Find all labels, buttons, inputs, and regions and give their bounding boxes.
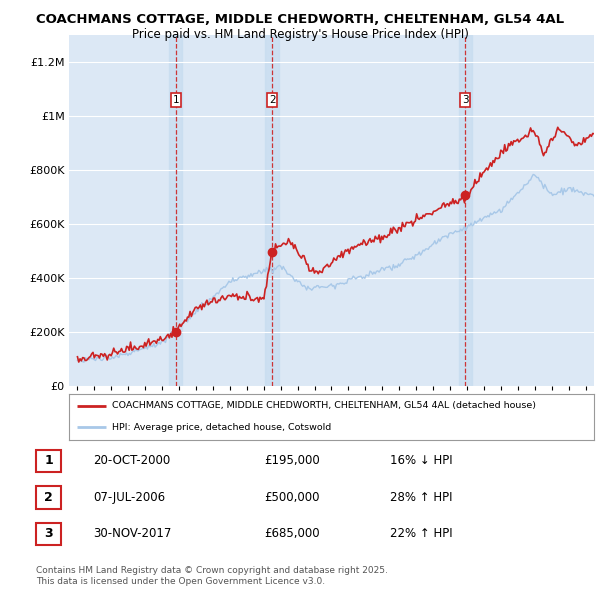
Text: £685,000: £685,000 xyxy=(264,527,320,540)
Text: 20-OCT-2000: 20-OCT-2000 xyxy=(93,454,170,467)
Text: HPI: Average price, detached house, Cotswold: HPI: Average price, detached house, Cots… xyxy=(112,422,331,432)
Text: 28% ↑ HPI: 28% ↑ HPI xyxy=(390,491,452,504)
Text: 1: 1 xyxy=(172,95,179,105)
Text: 07-JUL-2006: 07-JUL-2006 xyxy=(93,491,165,504)
Text: £195,000: £195,000 xyxy=(264,454,320,467)
Text: 1: 1 xyxy=(44,454,53,467)
Text: COACHMANS COTTAGE, MIDDLE CHEDWORTH, CHELTENHAM, GL54 4AL (detached house): COACHMANS COTTAGE, MIDDLE CHEDWORTH, CHE… xyxy=(112,401,536,411)
Text: 30-NOV-2017: 30-NOV-2017 xyxy=(93,527,172,540)
Text: £500,000: £500,000 xyxy=(264,491,320,504)
Text: 2: 2 xyxy=(44,491,53,504)
Text: 22% ↑ HPI: 22% ↑ HPI xyxy=(390,527,452,540)
Text: 16% ↓ HPI: 16% ↓ HPI xyxy=(390,454,452,467)
Text: COACHMANS COTTAGE, MIDDLE CHEDWORTH, CHELTENHAM, GL54 4AL: COACHMANS COTTAGE, MIDDLE CHEDWORTH, CHE… xyxy=(36,13,564,26)
Bar xyxy=(265,35,279,386)
Bar xyxy=(169,35,182,386)
Bar xyxy=(458,35,472,386)
Text: Price paid vs. HM Land Registry's House Price Index (HPI): Price paid vs. HM Land Registry's House … xyxy=(131,28,469,41)
Text: 3: 3 xyxy=(462,95,469,105)
Text: 2: 2 xyxy=(269,95,275,105)
Text: 3: 3 xyxy=(44,527,53,540)
Text: Contains HM Land Registry data © Crown copyright and database right 2025.
This d: Contains HM Land Registry data © Crown c… xyxy=(36,566,388,586)
